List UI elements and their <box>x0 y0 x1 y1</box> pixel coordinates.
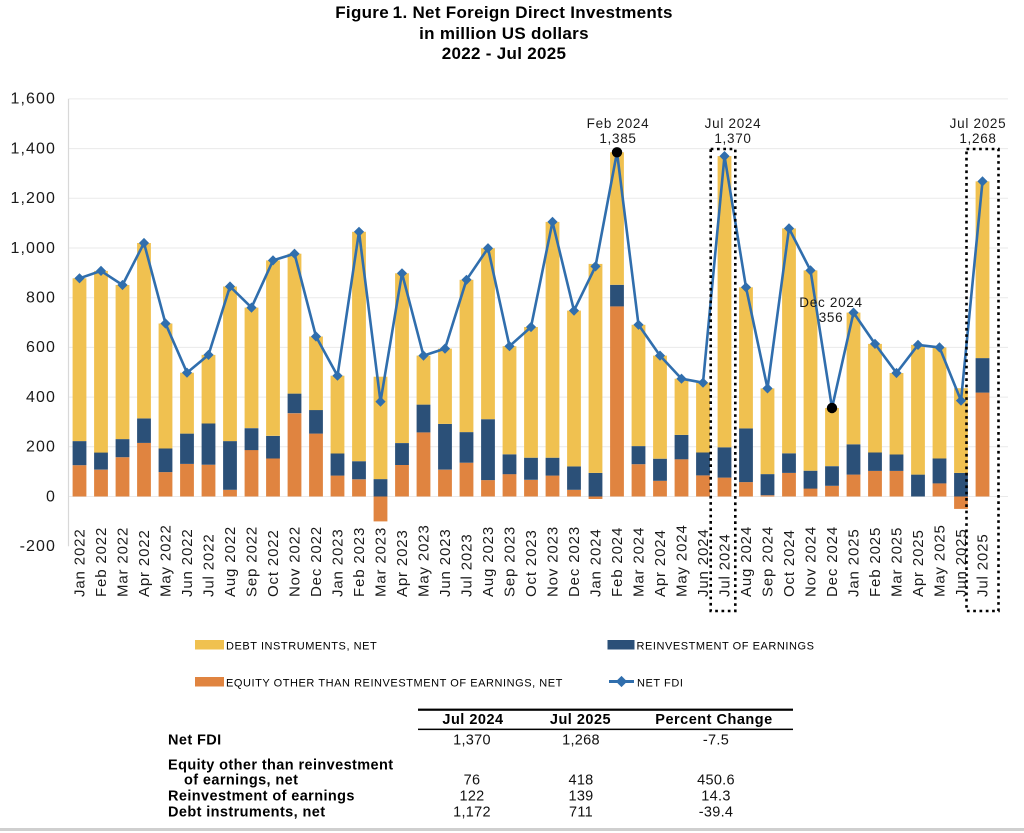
svg-text:Debt instruments, net: Debt instruments, net <box>168 805 325 821</box>
svg-text:Mar 2024: Mar 2024 <box>631 527 648 597</box>
svg-text:Aug 2024: Aug 2024 <box>738 526 755 597</box>
svg-text:Reinvestment of earnings: Reinvestment of earnings <box>168 789 355 805</box>
svg-text:Oct 2023: Oct 2023 <box>523 529 540 597</box>
svg-text:Jan 2024: Jan 2024 <box>588 528 605 597</box>
svg-text:Feb 2025: Feb 2025 <box>867 527 884 597</box>
svg-text:May 2024: May 2024 <box>674 524 691 597</box>
svg-text:Jul 2025: Jul 2025 <box>550 712 611 728</box>
svg-text:0: 0 <box>46 488 56 505</box>
svg-text:Jul 2025: Jul 2025 <box>975 533 992 597</box>
svg-text:-39.4: -39.4 <box>699 805 734 821</box>
svg-text:Equity other than reinvestment: Equity other than reinvestment <box>168 758 394 774</box>
svg-text:Mar 2023: Mar 2023 <box>373 527 390 597</box>
svg-text:Dec 2024: Dec 2024 <box>824 526 841 597</box>
svg-text:76: 76 <box>464 773 481 789</box>
svg-text:1,370: 1,370 <box>714 131 751 146</box>
svg-text:-7.5: -7.5 <box>703 733 729 749</box>
svg-text:May 2022: May 2022 <box>158 524 175 597</box>
svg-text:Jun 2023: Jun 2023 <box>437 528 454 597</box>
svg-text:Dec 2023: Dec 2023 <box>566 526 583 597</box>
svg-text:Dec 2022: Dec 2022 <box>308 526 325 597</box>
svg-text:Apr 2025: Apr 2025 <box>910 529 927 597</box>
svg-text:Mar 2022: Mar 2022 <box>115 527 132 597</box>
svg-text:Jul 2024: Jul 2024 <box>705 116 762 131</box>
svg-text:711: 711 <box>569 805 593 821</box>
svg-text:Dec 2024: Dec 2024 <box>799 295 862 310</box>
svg-text:Aug 2023: Aug 2023 <box>480 526 497 597</box>
svg-text:Jan 2025: Jan 2025 <box>846 528 863 597</box>
svg-text:Jul 2024: Jul 2024 <box>717 533 734 597</box>
svg-text:Nov 2022: Nov 2022 <box>287 526 304 597</box>
svg-text:450.6: 450.6 <box>697 773 735 789</box>
svg-text:Jun 2022: Jun 2022 <box>179 528 196 597</box>
svg-text:Jul 2023: Jul 2023 <box>459 533 476 597</box>
svg-text:-200: -200 <box>20 538 56 555</box>
svg-text:Apr 2022: Apr 2022 <box>136 529 153 597</box>
svg-text:Oct 2022: Oct 2022 <box>265 529 282 597</box>
svg-text:1,370: 1,370 <box>453 733 491 749</box>
svg-text:May 2023: May 2023 <box>416 524 433 597</box>
svg-text:1,400: 1,400 <box>10 140 56 157</box>
svg-text:Sep 2023: Sep 2023 <box>502 526 519 597</box>
svg-text:122: 122 <box>459 789 484 805</box>
svg-text:418: 418 <box>568 773 593 789</box>
svg-text:Nov 2024: Nov 2024 <box>803 526 820 597</box>
svg-text:Jan 2022: Jan 2022 <box>72 528 89 597</box>
svg-text:Percent Change: Percent Change <box>655 712 772 728</box>
svg-text:Feb 2024: Feb 2024 <box>609 527 626 597</box>
svg-text:Net FDI: Net FDI <box>168 733 222 749</box>
svg-text:1,268: 1,268 <box>562 733 600 749</box>
svg-text:139: 139 <box>568 789 593 805</box>
svg-text:1,268: 1,268 <box>959 131 996 146</box>
svg-text:DEBT INSTRUMENTS, NET: DEBT INSTRUMENTS, NET <box>226 641 377 653</box>
svg-text:Jul 2025: Jul 2025 <box>950 116 1007 131</box>
svg-text:Oct 2024: Oct 2024 <box>781 529 798 597</box>
svg-text:Jul 2024: Jul 2024 <box>442 712 503 728</box>
svg-text:Jan 2023: Jan 2023 <box>330 528 347 597</box>
svg-text:Sep 2024: Sep 2024 <box>760 526 777 597</box>
svg-text:EQUITY OTHER THAN REINVESTMENT: EQUITY OTHER THAN REINVESTMENT OF EARNIN… <box>226 678 563 690</box>
svg-text:Feb 2023: Feb 2023 <box>351 527 368 597</box>
svg-text:1,172: 1,172 <box>453 805 491 821</box>
svg-text:Apr 2024: Apr 2024 <box>652 529 669 597</box>
svg-text:NET FDI: NET FDI <box>637 678 683 690</box>
svg-text:400: 400 <box>26 389 56 406</box>
svg-text:800: 800 <box>26 290 56 307</box>
svg-text:May 2025: May 2025 <box>932 524 949 597</box>
svg-text:REINVESTMENT OF EARNINGS: REINVESTMENT OF EARNINGS <box>637 641 815 653</box>
svg-text:1,200: 1,200 <box>10 190 56 207</box>
svg-text:Feb 2024: Feb 2024 <box>587 116 650 131</box>
svg-text:1,000: 1,000 <box>10 240 56 257</box>
svg-text:Sep 2022: Sep 2022 <box>244 526 261 597</box>
svg-text:200: 200 <box>26 439 56 456</box>
svg-text:600: 600 <box>26 339 56 356</box>
svg-text:Mar 2025: Mar 2025 <box>889 527 906 597</box>
svg-text:Jul 2022: Jul 2022 <box>201 533 218 597</box>
svg-text:356: 356 <box>819 310 844 325</box>
svg-text:Nov 2023: Nov 2023 <box>545 526 562 597</box>
svg-text:of earnings, net: of earnings, net <box>184 773 298 789</box>
svg-text:Feb 2022: Feb 2022 <box>93 527 110 597</box>
svg-text:Apr 2023: Apr 2023 <box>394 529 411 597</box>
svg-text:1,385: 1,385 <box>599 131 636 146</box>
svg-text:Aug 2022: Aug 2022 <box>222 526 239 597</box>
svg-text:1,600: 1,600 <box>10 91 56 108</box>
svg-text:Jun 2024: Jun 2024 <box>695 528 712 597</box>
svg-text:14.3: 14.3 <box>701 789 730 805</box>
svg-text:Jun 2025: Jun 2025 <box>953 528 970 597</box>
